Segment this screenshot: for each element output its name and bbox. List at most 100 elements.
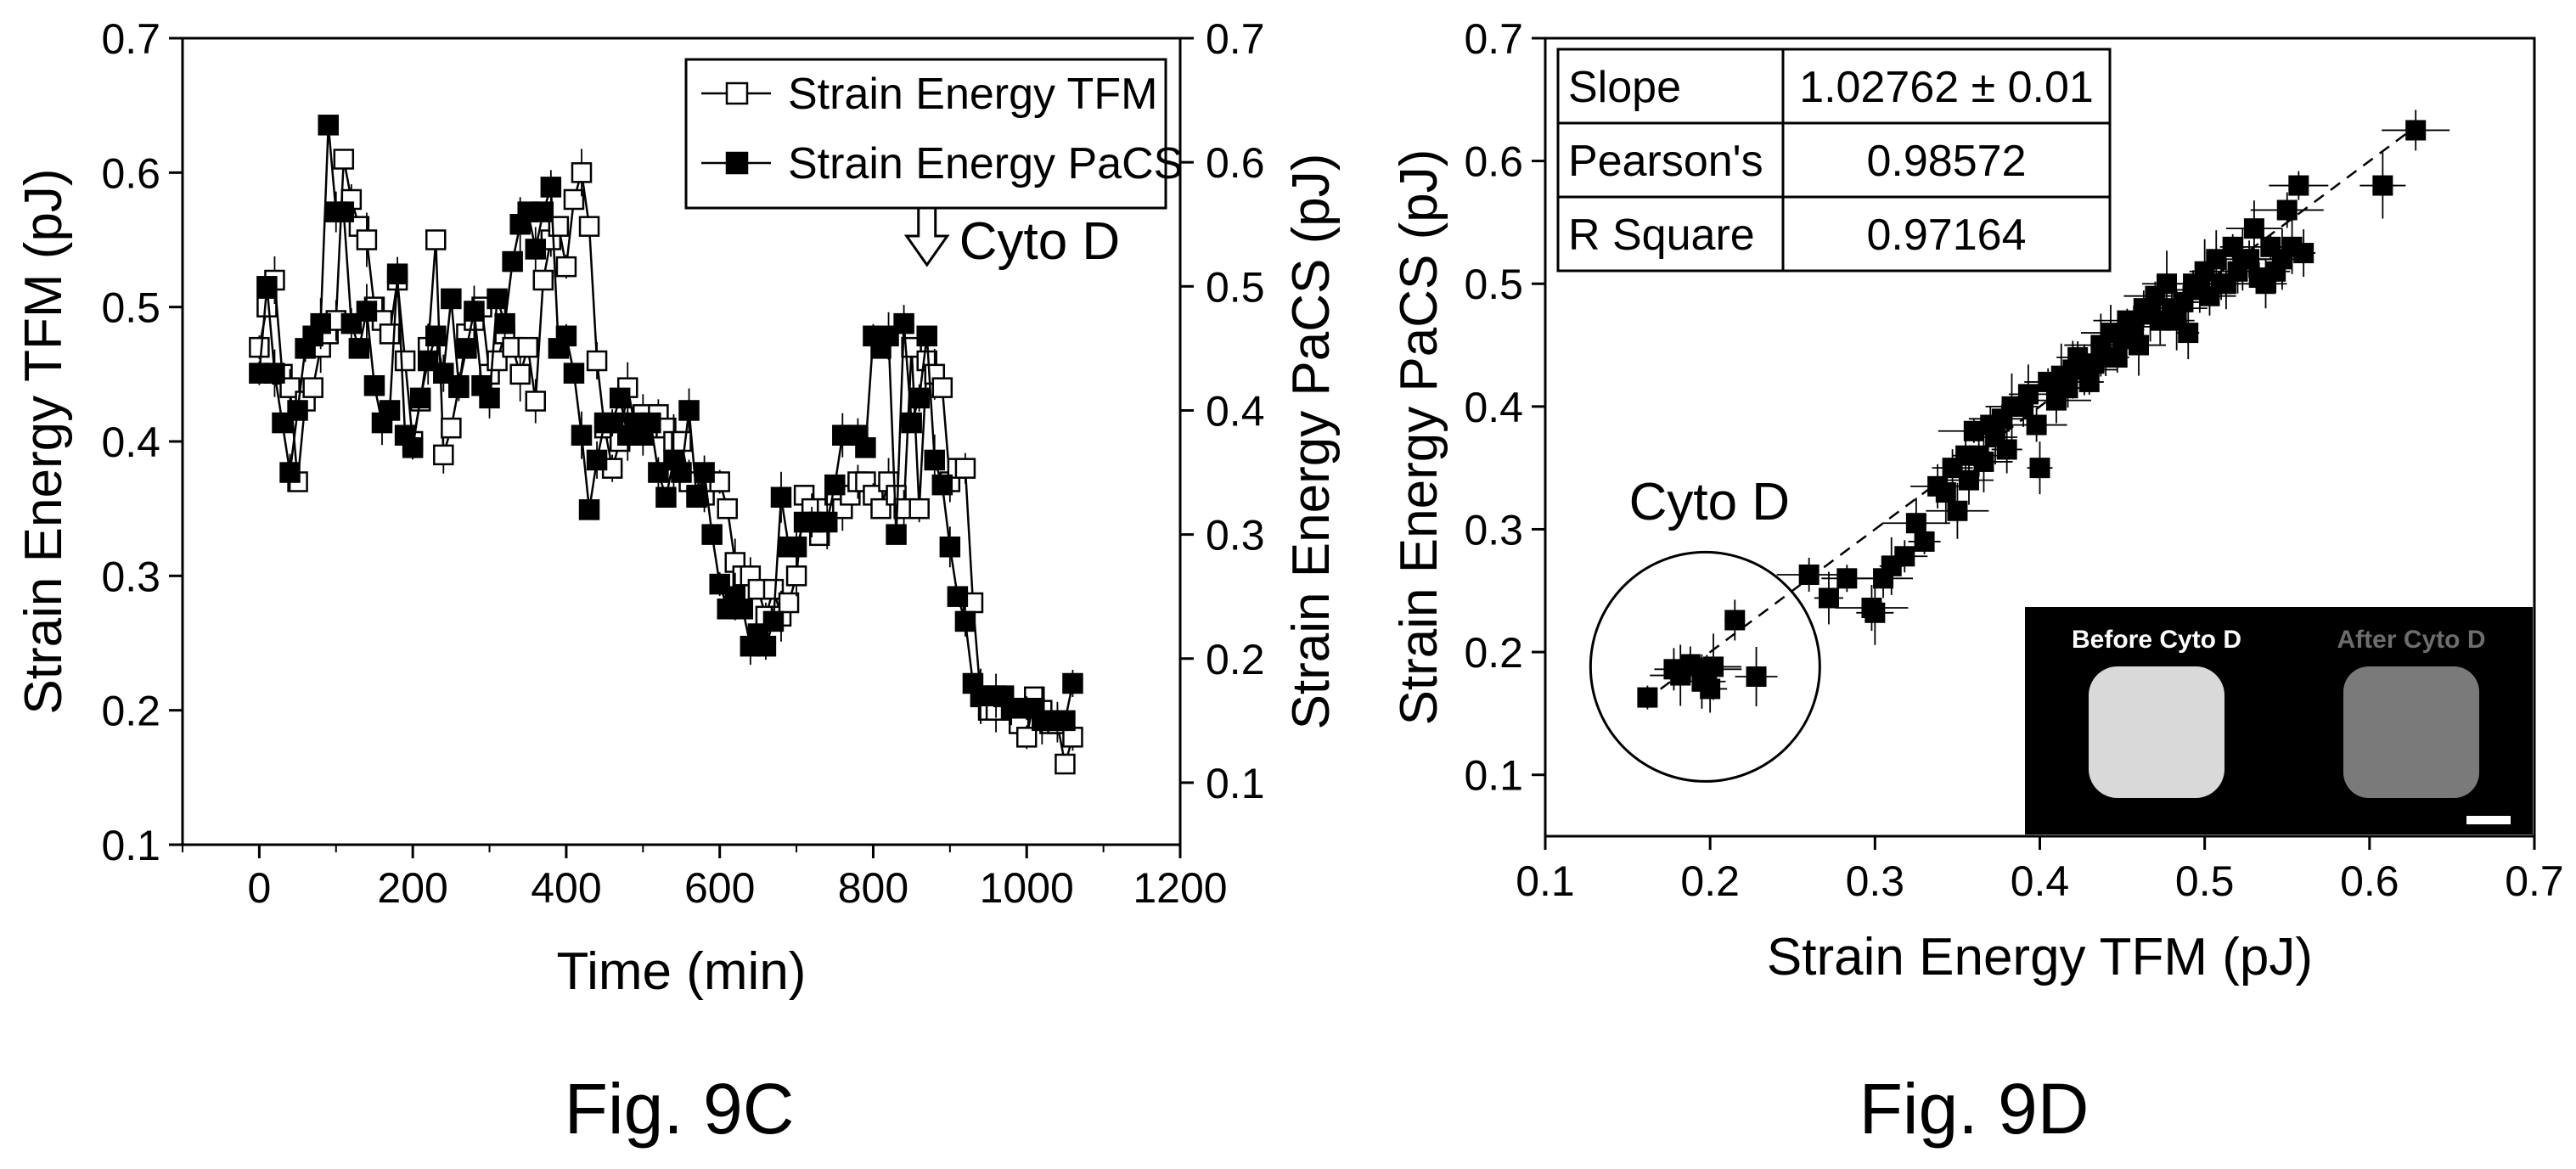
pacs-point [755,635,777,657]
tfm-point [302,377,323,398]
x-tick-label: 0.5 [2175,857,2235,905]
pacs-point [762,610,785,632]
pacs-point [272,412,293,434]
pacs-point [402,437,424,458]
stats-label: Slope [1568,63,1681,112]
y-right-tick-label: 0.4 [1206,387,1265,435]
tfm-point [532,269,554,291]
y-tick-label: 0.1 [101,822,160,869]
tfm-point [931,377,953,398]
pacs-point [609,387,631,409]
y-tick-label: 0.2 [101,688,160,735]
pacs-point [441,288,462,310]
pacs-point [601,412,623,434]
pacs-point [893,312,914,334]
legend-marker [725,81,749,105]
pacs-point [348,338,370,359]
pacs-point [701,524,723,545]
pacs-point [655,486,677,509]
y-axis-label: Strain Energy PaCS (pJ) [1390,149,1448,726]
scatter-point [1959,469,1980,491]
pacs-point [640,412,661,434]
y-right-axis-label: Strain Energy PaCS (pJ) [1282,154,1341,730]
tfm-point [256,296,278,318]
scatter-point [1905,513,1926,534]
y-right-tick-label: 0.3 [1206,512,1265,559]
pacs-point [386,263,408,284]
stats-label: Pearson's [1568,137,1763,186]
scatter-point [2078,371,2100,392]
x-tick-label: 800 [838,864,908,912]
pacs-point [409,387,431,409]
pacs-point [686,486,707,509]
tfm-point [441,417,462,439]
scatter-point [2372,175,2393,196]
pacs-point [648,462,669,483]
tfm-point [563,188,585,211]
tfm-point [571,162,593,183]
cyto-d-circle [1589,550,1821,783]
pacs-point [954,610,976,632]
y-tick-label: 0.5 [1464,261,1523,308]
x-tick-label: 0 [247,864,271,912]
pacs-point [356,301,378,322]
scatter-point [2129,334,2149,356]
tfm-point [433,444,454,466]
scatter-point [2405,120,2427,141]
pacs-point [939,536,961,558]
pacs-point [287,400,308,421]
pacs-point [678,400,700,421]
tfm-point [1055,753,1076,775]
scatter-point [1724,610,1746,631]
pacs-point [525,239,547,260]
tfm-point [785,565,807,587]
scatter-point [1973,451,1994,472]
scatter-point [2026,414,2047,436]
y-right-tick-label: 0.5 [1206,263,1265,311]
scatter-point [2178,323,2199,344]
chart-9c: 0 200 400 600 800 1000 1200 0.1 0.2 0.3 0.4 0.5 0.6 0… [14,15,1341,1001]
x-axis-label: Time (min) [557,942,807,1001]
pacs-point [310,312,331,334]
pacs-point [379,400,401,421]
x-tick-label: 1200 [1133,864,1227,912]
chart-9d: 0.1 0.2 0.3 0.4 0.5 0.6 0.7 0.1 0.2 0.3 0.4 0.5 0.6 0… [1390,15,2564,986]
x-tick-label: 0.4 [2011,857,2070,905]
pacs-point [908,387,930,409]
tfm-point [525,391,547,412]
x-tick-label: 0.3 [1846,857,1905,905]
tfm-point [671,430,692,452]
pacs-point [1055,710,1076,732]
y-right-tick-label: 0.7 [1206,15,1265,63]
tfm-point [509,363,531,385]
y-tick-label: 0.7 [1464,15,1523,63]
x-tick-label: 0.1 [1516,857,1575,905]
pacs-point [785,536,807,558]
scatter-point [1935,482,1956,503]
tfm-point [425,229,447,250]
pacs-point [318,115,339,136]
scatter-point [1865,602,1886,623]
scatter-point [2243,218,2264,239]
pacs-point [264,363,285,384]
y-tick-label: 0.6 [101,149,160,197]
pacs-point [363,374,385,396]
scatter-point [2239,249,2260,270]
y-right-tick-label: 0.6 [1206,139,1265,187]
tfm-point [586,350,608,372]
tfm-point [379,323,401,345]
legend-label: Strain Energy PaCS [788,139,1183,188]
tfm-point [517,336,538,358]
scatter-point [2276,200,2298,221]
scatter-point [1637,687,1658,708]
inset-scale-bar [2466,816,2511,824]
pacs-point [578,499,600,520]
x-tick-label: 400 [531,864,601,912]
scatter-point [1996,439,2017,460]
pacs-point [586,449,608,471]
x-tick-label: 600 [684,864,755,912]
pacs-point [456,338,477,359]
y-tick-label: 0.3 [101,553,160,600]
tfm-point [717,497,738,520]
tfm-point [908,497,930,520]
